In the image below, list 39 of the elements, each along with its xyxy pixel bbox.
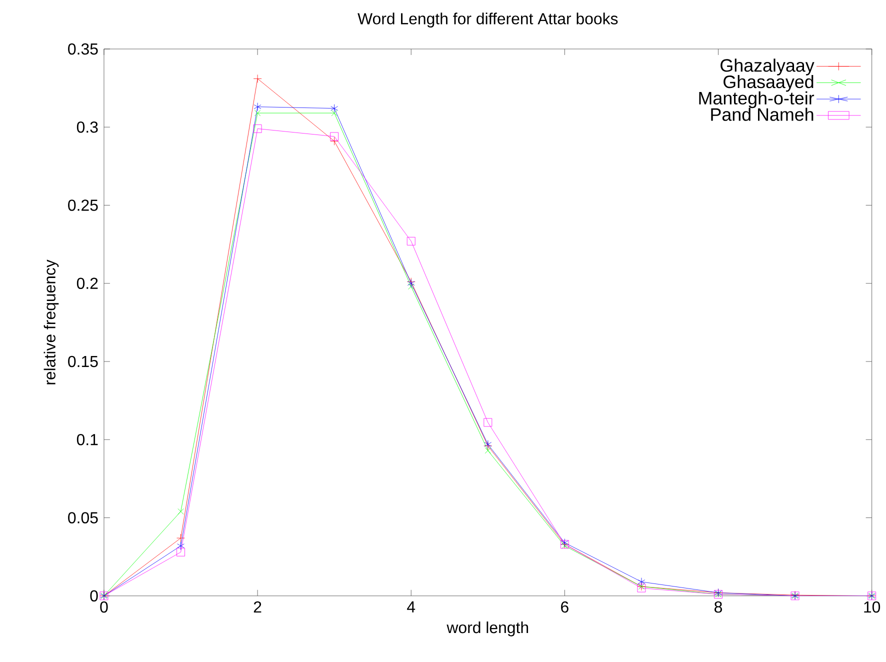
point bbox=[176, 548, 185, 556]
legend-label: Ghazalyaay bbox=[720, 58, 814, 76]
point bbox=[254, 102, 262, 112]
y-tick-label: 0.15 bbox=[68, 356, 98, 368]
y-axis-title: relative frequency bbox=[44, 260, 59, 384]
y-tick-label: 0 bbox=[90, 590, 98, 602]
x-tick-label: 0 bbox=[100, 601, 108, 613]
point bbox=[330, 104, 338, 113]
y-tick-label: 0.2 bbox=[76, 278, 98, 290]
point bbox=[253, 124, 262, 133]
y-tick-label: 0.1 bbox=[76, 434, 98, 446]
point bbox=[330, 132, 339, 141]
point bbox=[331, 110, 338, 116]
point bbox=[484, 448, 491, 454]
x-tick-label: 10 bbox=[864, 601, 880, 613]
y-tick-label: 0.3 bbox=[76, 122, 98, 133]
point bbox=[562, 542, 568, 549]
point bbox=[178, 508, 184, 515]
legend-label: Pand Nameh bbox=[711, 108, 814, 121]
point bbox=[253, 74, 262, 83]
y-tick-label: 0.25 bbox=[68, 200, 98, 211]
y-tick-label: 0.35 bbox=[68, 43, 98, 55]
chart-title: Word Length for different Attar books bbox=[358, 12, 618, 28]
x-tick-label: 6 bbox=[561, 601, 568, 613]
point bbox=[638, 578, 646, 586]
y-tick-label: 0.05 bbox=[68, 512, 98, 524]
x-tick-label: 8 bbox=[714, 601, 722, 613]
point bbox=[176, 534, 185, 542]
point bbox=[254, 110, 261, 116]
point bbox=[406, 237, 416, 246]
point bbox=[408, 284, 414, 290]
point bbox=[330, 137, 339, 146]
point bbox=[177, 542, 184, 550]
x-axis-title: word length bbox=[446, 622, 528, 636]
x-tick-label: 4 bbox=[407, 601, 416, 612]
legend-label: Ghasaayed bbox=[724, 75, 814, 92]
point bbox=[484, 418, 492, 427]
legend-label: Mantegh-o-teir bbox=[699, 91, 814, 108]
x-tick-label: 2 bbox=[254, 601, 262, 613]
